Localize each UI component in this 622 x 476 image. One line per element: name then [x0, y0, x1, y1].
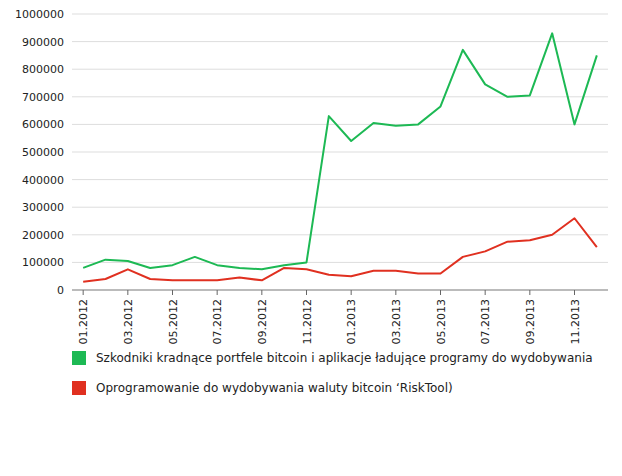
x-tick-label: 03.2012: [122, 299, 135, 345]
x-tick-label: 09.2012: [256, 299, 269, 345]
x-tick: [351, 290, 352, 295]
x-tick: [83, 290, 84, 295]
x-tick-label: 05.2013: [435, 299, 448, 345]
x-tick-label: 03.2013: [390, 299, 403, 345]
grid-line: [72, 234, 608, 235]
x-tick-label: 01.2012: [77, 299, 90, 345]
x-tick-label: 11.2013: [569, 299, 582, 345]
grid-line: [72, 207, 608, 208]
chart: 0 100000 200000 300000 400000 500000 600000 700…: [0, 0, 622, 476]
x-tick-label: 01.2013: [345, 299, 358, 345]
x-tick-label: 05.2012: [167, 299, 180, 345]
legend-label: Szkodniki kradnące portfele bitcoin i ap…: [96, 351, 593, 365]
y-axis: 0 100000 200000 300000 400000 500000 600000 700…: [15, 8, 608, 297]
grid-line: [72, 179, 608, 180]
y-tick-label: 600000: [22, 118, 64, 131]
x-axis: 01.2012 03.2012 05.2012 07.2012 09.2012 11.20…: [72, 290, 608, 345]
y-tick-label: 700000: [22, 91, 64, 104]
x-tick: [217, 290, 218, 295]
y-tick-label: 200000: [22, 229, 64, 242]
y-tick-label: 1000000: [15, 8, 64, 21]
x-tick: [574, 290, 575, 295]
grid-line: [72, 124, 608, 125]
y-tick-label: 400000: [22, 174, 64, 187]
x-tick-label: 11.2012: [301, 299, 314, 345]
legend-swatch: [72, 381, 86, 395]
x-tick: [529, 290, 530, 295]
y-tick-label: 800000: [22, 63, 64, 76]
grid-line: [72, 41, 608, 42]
x-tick: [395, 290, 396, 295]
x-tick: [485, 290, 486, 295]
x-tick: [306, 290, 307, 295]
series-line: [83, 33, 597, 269]
y-tick-label: 100000: [22, 256, 64, 269]
x-tick: [172, 290, 173, 295]
grid-line: [72, 14, 608, 15]
grid-line: [72, 152, 608, 153]
x-tick: [440, 290, 441, 295]
grid-line: [72, 69, 608, 70]
y-tick-label: 300000: [22, 201, 64, 214]
x-tick-label: 09.2013: [524, 299, 537, 345]
x-axis-line: [72, 290, 608, 291]
grid-line: [72, 262, 608, 263]
legend-swatch: [72, 351, 86, 365]
x-tick-label: 07.2012: [211, 299, 224, 345]
legend: Szkodniki kradnące portfele bitcoin i ap…: [72, 351, 593, 395]
y-tick-label: 500000: [22, 146, 64, 159]
lines: [83, 33, 597, 281]
y-tick-label: 0: [57, 284, 64, 297]
series-line: [83, 218, 597, 281]
x-tick: [127, 290, 128, 295]
x-tick-label: 07.2013: [479, 299, 492, 345]
grid-line: [72, 290, 608, 291]
x-tick: [261, 290, 262, 295]
y-tick-label: 900000: [22, 36, 64, 49]
legend-label: Oprogramowanie do wydobywania waluty bit…: [96, 381, 453, 395]
